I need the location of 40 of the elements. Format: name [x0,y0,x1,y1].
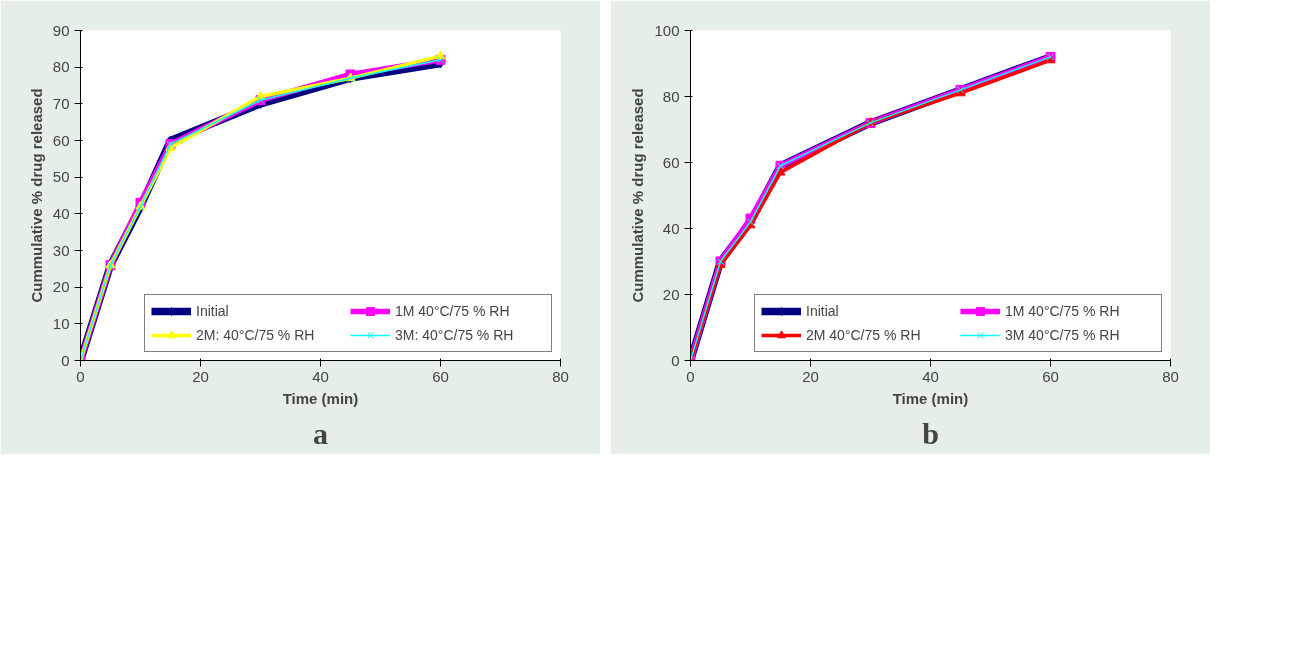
x-tick-label: 80 [552,367,569,385]
x-tick-label: 60 [1042,367,1059,385]
y-axis-title: Cummulative % drug released [27,88,45,303]
legend-label: Initial [806,303,840,319]
x-tick-label: 0 [76,367,85,385]
legend-label: 2M: 40°C/75 % RH [196,327,316,343]
x-tick-label: 20 [192,367,209,385]
y-tick-label: 80 [52,58,70,76]
x-axis-title: Time (min) [892,389,969,407]
legend-label: 1M 40°C/75 % RH [1005,303,1121,319]
y-tick-label: 90 [52,21,70,39]
y-tick-label: 20 [52,278,70,296]
x-tick-label: 60 [432,367,449,385]
y-tick-label: 0 [61,351,70,369]
y-tick-label: 30 [52,241,70,259]
y-tick-label: 60 [52,131,70,149]
x-tick-label: 0 [686,367,695,385]
x-tick-label: 40 [922,367,939,385]
y-tick-label: 10 [52,314,70,332]
y-tick-label: 0 [671,351,680,369]
y-tick-label: 40 [662,219,680,237]
y-tick-label: 50 [52,168,70,186]
legend-label: 3M: 40°C/75 % RH [395,327,515,343]
legend-label: 3M 40°C/75 % RH [1005,327,1121,343]
legend-label: 2M 40°C/75 % RH [806,327,922,343]
x-tick-label: 80 [1162,367,1179,385]
text: b [922,416,939,450]
y-axis-title: Cummulative % drug released [629,88,647,303]
y-tick-label: 60 [662,153,680,171]
text: a [313,416,328,450]
legend-label: Initial [196,303,230,319]
y-tick-label: 80 [662,87,680,105]
y-tick-label: 20 [662,285,680,303]
legend-label: 1M 40°C/75 % RH [395,303,511,319]
y-tick-label: 100 [654,21,680,39]
x-tick-label: 20 [802,367,819,385]
x-axis-title: Time (min) [282,389,359,407]
x-tick-label: 40 [312,367,329,385]
y-tick-label: 70 [52,94,70,112]
y-tick-label: 40 [52,204,70,222]
